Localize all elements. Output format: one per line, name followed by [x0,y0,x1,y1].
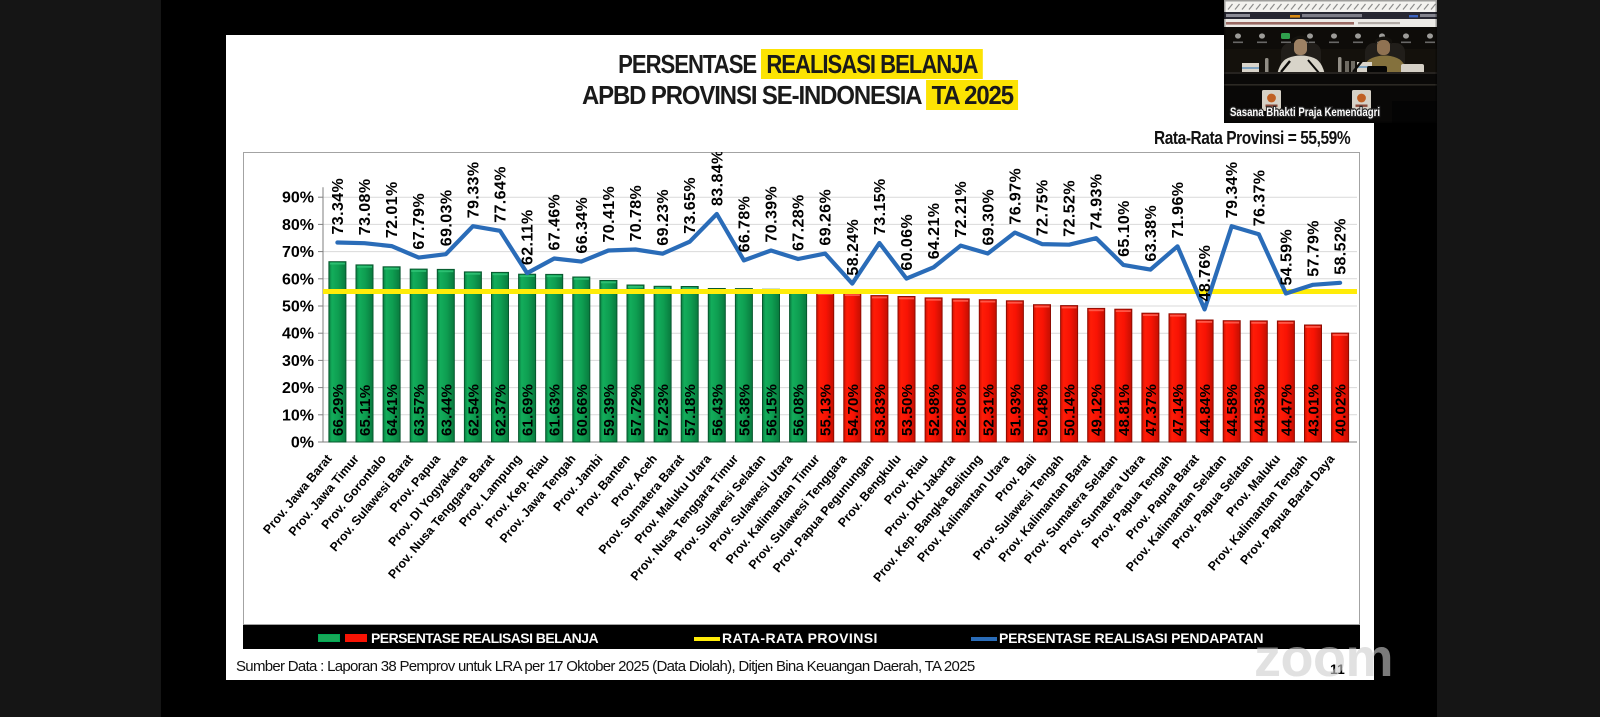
svg-text:44.53%: 44.53% [1251,384,1268,436]
svg-text:40%: 40% [282,326,314,343]
svg-text:54.59%: 54.59% [1278,229,1295,286]
svg-text:66.34%: 66.34% [574,197,591,254]
svg-text:64.41%: 64.41% [384,384,401,436]
svg-text:60.06%: 60.06% [899,214,916,271]
svg-text:79.34%: 79.34% [1224,162,1241,219]
svg-text:53.50%: 53.50% [899,384,916,436]
svg-text:50.48%: 50.48% [1035,384,1052,436]
svg-text:73.15%: 73.15% [872,178,889,235]
svg-text:58.52%: 58.52% [1333,218,1350,275]
svg-text:65.10%: 65.10% [1116,200,1133,257]
svg-text:63.57%: 63.57% [411,384,428,436]
svg-text:76.37%: 76.37% [1251,170,1268,227]
svg-text:73.08%: 73.08% [357,179,374,236]
svg-text:65.11%: 65.11% [357,385,374,436]
svg-text:59.39%: 59.39% [601,384,618,436]
svg-text:50%: 50% [282,299,314,316]
svg-text:71.96%: 71.96% [1170,182,1187,239]
svg-text:47.14%: 47.14% [1170,384,1187,436]
svg-text:62.11%: 62.11% [520,209,537,265]
svg-text:55.13%: 55.13% [818,384,835,436]
svg-text:70%: 70% [282,244,314,261]
svg-text:60%: 60% [282,271,314,288]
svg-text:44.58%: 44.58% [1224,384,1241,436]
svg-text:70.41%: 70.41% [601,186,618,243]
svg-text:61.63%: 61.63% [547,384,564,436]
svg-text:48.81%: 48.81% [1116,384,1133,436]
svg-text:54.70%: 54.70% [845,384,862,436]
svg-text:52.60%: 52.60% [953,384,970,436]
svg-text:44.84%: 44.84% [1197,384,1214,436]
svg-text:47.37%: 47.37% [1143,384,1160,436]
svg-text:77.64%: 77.64% [493,166,510,223]
svg-text:58.24%: 58.24% [845,219,862,276]
svg-text:20%: 20% [282,380,314,397]
svg-text:69.26%: 69.26% [818,189,835,246]
svg-text:66.78%: 66.78% [736,196,753,253]
svg-text:43.01%: 43.01% [1306,384,1323,436]
svg-text:Sasana Bhakti Praja Kemendagri: Sasana Bhakti Praja Kemendagri [1230,105,1380,119]
svg-text:69.03%: 69.03% [438,190,455,247]
svg-text:62.37%: 62.37% [493,384,510,436]
svg-text:63.38%: 63.38% [1143,205,1160,262]
svg-text:72.52%: 72.52% [1062,180,1079,237]
svg-text:56.43%: 56.43% [709,384,726,436]
svg-text:52.98%: 52.98% [926,384,943,436]
svg-text:52.31%: 52.31% [980,384,997,436]
svg-text:72.01%: 72.01% [384,181,401,238]
svg-text:72.75%: 72.75% [1035,179,1052,236]
svg-text:61.69%: 61.69% [520,384,537,436]
svg-text:69.23%: 69.23% [655,189,672,246]
svg-text:56.38%: 56.38% [736,384,753,436]
svg-text:57.72%: 57.72% [628,384,645,436]
svg-text:67.28%: 67.28% [791,194,808,251]
svg-text:57.23%: 57.23% [655,384,672,436]
svg-text:48.76%: 48.76% [1197,245,1214,302]
svg-text:57.79%: 57.79% [1306,220,1323,277]
svg-text:62.54%: 62.54% [465,384,482,436]
svg-text:60.66%: 60.66% [574,384,591,436]
svg-text:56.15%: 56.15% [764,384,781,436]
svg-text:67.46%: 67.46% [547,194,564,251]
svg-text:50.14%: 50.14% [1062,384,1079,436]
svg-text:63.44%: 63.44% [438,384,455,436]
svg-text:66.29%: 66.29% [330,384,347,436]
svg-text:83.84%: 83.84% [709,152,726,206]
svg-text:30%: 30% [282,353,314,370]
svg-text:73.65%: 73.65% [682,177,699,234]
svg-text:40.02%: 40.02% [1333,384,1350,436]
svg-text:79.33%: 79.33% [465,162,482,219]
svg-text:56.08%: 56.08% [791,384,808,436]
svg-text:49.12%: 49.12% [1089,384,1106,436]
svg-text:51.93%: 51.93% [1007,384,1024,436]
svg-text:74.93%: 74.93% [1089,174,1106,231]
svg-text:53.83%: 53.83% [872,384,889,436]
svg-text:69.30%: 69.30% [980,189,997,246]
svg-text:0%: 0% [291,435,314,452]
svg-text:72.21%: 72.21% [953,181,970,238]
svg-text:90%: 90% [282,190,314,207]
svg-text:64.21%: 64.21% [926,203,943,260]
svg-text:57.18%: 57.18% [682,384,699,436]
svg-text:67.79%: 67.79% [411,193,428,250]
svg-text:70.78%: 70.78% [628,185,645,242]
svg-text:10%: 10% [282,407,314,424]
svg-text:73.34%: 73.34% [330,178,347,235]
svg-text:80%: 80% [282,217,314,234]
svg-text:44.47%: 44.47% [1278,384,1295,436]
svg-text:76.97%: 76.97% [1007,168,1024,225]
svg-text:70.39%: 70.39% [764,186,781,243]
